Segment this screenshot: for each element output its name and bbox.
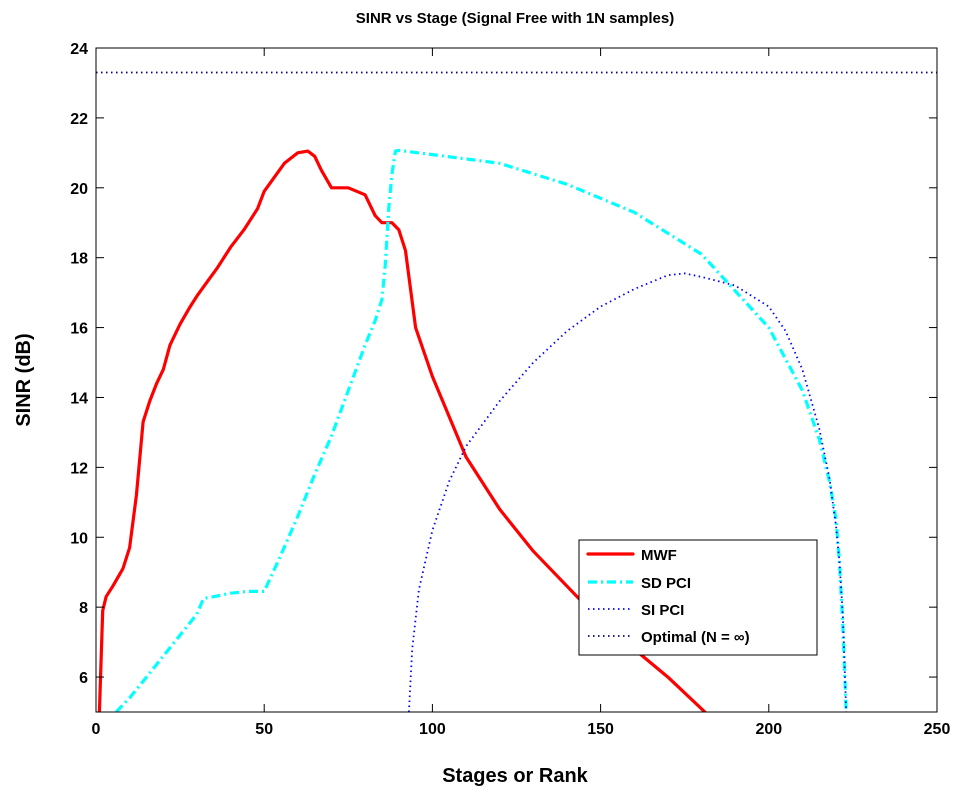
legend-label-sd-pci: SD PCI [641, 575, 691, 592]
legend-label-optimal: Optimal (N = ∞) [641, 629, 750, 646]
y-tick-label: 6 [79, 670, 88, 687]
series-line-sd-pci [115, 148, 848, 712]
tick-layer: 0 50 100 150 200 250 6 8 10 12 14 16 18 20 22 24 [70, 41, 950, 738]
chart-title: SINR vs Stage (Signal Free with 1N sampl… [356, 10, 674, 27]
plot-frame [95, 47, 938, 713]
x-tick-label: 150 [587, 721, 614, 738]
y-tick-label: 24 [70, 41, 88, 58]
series-layer [96, 71, 937, 712]
y-tick-label: 18 [70, 251, 88, 268]
legend-label-mwf: MWF [641, 547, 677, 564]
x-tick-label: 50 [255, 721, 273, 738]
series-line-mwf [97, 149, 707, 712]
y-tick-label: 20 [70, 181, 88, 198]
x-tick-label: 0 [92, 721, 101, 738]
x-tick-label: 200 [755, 721, 782, 738]
x-tick-label: 100 [419, 721, 446, 738]
y-tick-label: 16 [70, 321, 88, 338]
x-axis-label: Stages or Rank [442, 765, 588, 787]
y-tick-label: 22 [70, 111, 88, 128]
y-tick-label: 12 [70, 460, 88, 477]
y-tick-label: 14 [70, 390, 88, 407]
legend-label-si-pci: SI PCI [641, 602, 684, 619]
x-tick-label: 250 [924, 721, 951, 738]
legend: MWF SD PCI SI PCI Optimal (N = ∞) [578, 539, 818, 656]
y-tick-label: 8 [79, 600, 88, 617]
y-axis-label: SINR (dB) [13, 333, 35, 426]
y-tick-label: 10 [70, 530, 88, 547]
